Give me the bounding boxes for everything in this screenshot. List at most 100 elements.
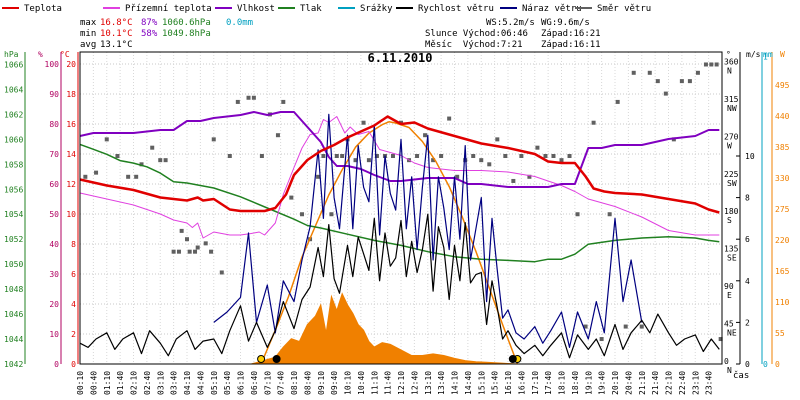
tick-label-hpa: 1042 — [4, 360, 23, 369]
wind-direction-point — [203, 241, 208, 246]
stat-avg-temp: 13.1°C — [100, 40, 133, 50]
tick-label-rain: 0 — [763, 360, 768, 369]
wind-direction-point — [471, 154, 476, 158]
tick-label-temp: 10 — [66, 210, 76, 219]
tick-label-hpa: 1048 — [4, 285, 23, 294]
wind-direction-point — [527, 174, 532, 179]
tick-label-wind: 6 — [745, 235, 750, 244]
wind-direction-point — [718, 337, 723, 342]
tick-label-dir: 360 — [724, 57, 739, 66]
info-moon-set: Západ:16:11 — [541, 40, 601, 50]
tick-label-time: 20:10 — [611, 371, 620, 395]
stat-min-temp: 10.1°C — [100, 29, 133, 39]
series-naraz-vetru — [213, 113, 643, 348]
wind-direction-point — [503, 154, 508, 158]
tick-label-dir-card: E — [727, 291, 732, 300]
tick-label-rain: 1 — [763, 53, 768, 62]
tick-label-pct: 100 — [45, 60, 60, 69]
tick-label-time: 17:10 — [531, 371, 540, 395]
tick-label-time: 19:10 — [584, 371, 593, 395]
wind-direction-point — [185, 237, 189, 242]
tick-label-wind: 8 — [745, 194, 750, 203]
tick-label-hpa: 1050 — [4, 260, 23, 269]
wind-direction-point — [193, 249, 198, 254]
info-sun-set: Západ:16:21 — [541, 29, 601, 39]
axis-unit-wind: m/s — [746, 50, 761, 59]
tick-label-temp: 14 — [66, 150, 76, 159]
wind-direction-point — [195, 245, 200, 250]
tick-label-time: 02:40 — [143, 371, 152, 395]
wind-direction-point — [340, 154, 345, 158]
grid — [79, 52, 722, 365]
series-teoreticke-zareni — [260, 121, 519, 365]
wind-direction-point — [300, 212, 305, 217]
info-wg: WG:9.6m/s — [541, 18, 590, 28]
tick-label-dir: 90 — [724, 282, 734, 291]
wind-direction-point — [281, 99, 286, 104]
series-prizemni-teplota — [79, 116, 720, 239]
tick-label-pct: 20 — [49, 300, 59, 309]
axis-unit-hpa: hPa — [4, 50, 19, 59]
tick-label-hpa: 1052 — [4, 235, 23, 244]
tick-label-time: 05:40 — [223, 371, 232, 395]
legend-label: Rychlost větru — [418, 4, 494, 14]
wind-direction-point — [211, 137, 216, 142]
axis-unit-temp: °C — [60, 50, 70, 59]
tick-label-time: 21:10 — [638, 371, 647, 395]
wind-direction-point — [439, 154, 444, 158]
wind-direction-point — [227, 154, 232, 158]
wind-direction-point — [115, 154, 120, 158]
wind-direction-point — [176, 249, 181, 254]
tick-label-wind: 2 — [745, 318, 750, 327]
tick-label-dir: 45 — [724, 320, 734, 329]
wind-direction-point — [390, 154, 395, 158]
wind-direction-point — [639, 324, 644, 329]
solar-layer — [251, 292, 519, 365]
wind-direction-point — [535, 145, 540, 150]
series-tlak — [79, 143, 720, 263]
tick-label-hpa: 1058 — [4, 160, 23, 169]
tick-label-time: 07:40 — [277, 371, 286, 395]
tick-label-time: 13:40 — [437, 371, 446, 395]
tick-label-time: 13:10 — [424, 371, 433, 395]
tick-label-dir-card: S — [727, 216, 732, 225]
tick-label-time: 00:40 — [89, 371, 98, 395]
tick-label-solar: 330 — [775, 174, 790, 183]
tick-label-time: 15:40 — [491, 371, 500, 395]
wind-direction-point — [631, 70, 636, 75]
tick-label-time: 16:40 — [517, 371, 526, 395]
tick-label-temp: 2 — [71, 330, 76, 339]
tick-label-time: 18:40 — [571, 371, 580, 395]
tick-label-dir: 315 — [724, 95, 739, 104]
wind-direction-point — [709, 62, 714, 67]
wind-direction-point — [495, 137, 500, 142]
tick-label-time: 18:10 — [558, 371, 567, 395]
tick-label-time: 09:10 — [317, 371, 326, 395]
tick-label-hpa: 1066 — [4, 60, 23, 69]
tick-label-temp: 20 — [66, 60, 76, 69]
wind-direction-point — [615, 99, 620, 104]
tick-label-pct: 10 — [49, 330, 59, 339]
tick-label-temp: 18 — [66, 90, 76, 99]
tick-label-time: 23:40 — [705, 371, 714, 395]
info-block: WS:5.2m/s WG:9.6m/s Slunce Východ:06:46 … — [425, 18, 601, 50]
axis-unit-solar: W — [780, 50, 785, 59]
tick-label-dir: 225 — [724, 170, 739, 179]
tick-label-temp: 8 — [71, 240, 76, 249]
tick-label-pct: 0 — [54, 360, 59, 369]
tick-label-solar: 275 — [775, 205, 790, 214]
legend-label: Náraz větru — [522, 4, 582, 14]
tick-label-time: 01:10 — [103, 371, 112, 395]
tick-label-time: 14:10 — [451, 371, 460, 395]
tick-label-pct: 70 — [49, 150, 59, 159]
wind-direction-point — [415, 154, 420, 158]
tick-label-solar: 55 — [775, 329, 785, 338]
stat-max-temp: 16.8°C — [100, 18, 133, 28]
series-layer — [79, 111, 720, 365]
wind-direction-point — [679, 79, 684, 84]
wind-direction-point — [543, 154, 548, 158]
moon-marker — [272, 355, 281, 363]
axes: hPa% °C1042104410461048105010521054105610… — [4, 50, 790, 395]
wind-direction-point — [663, 91, 668, 96]
tick-label-time: 23:10 — [691, 371, 700, 395]
